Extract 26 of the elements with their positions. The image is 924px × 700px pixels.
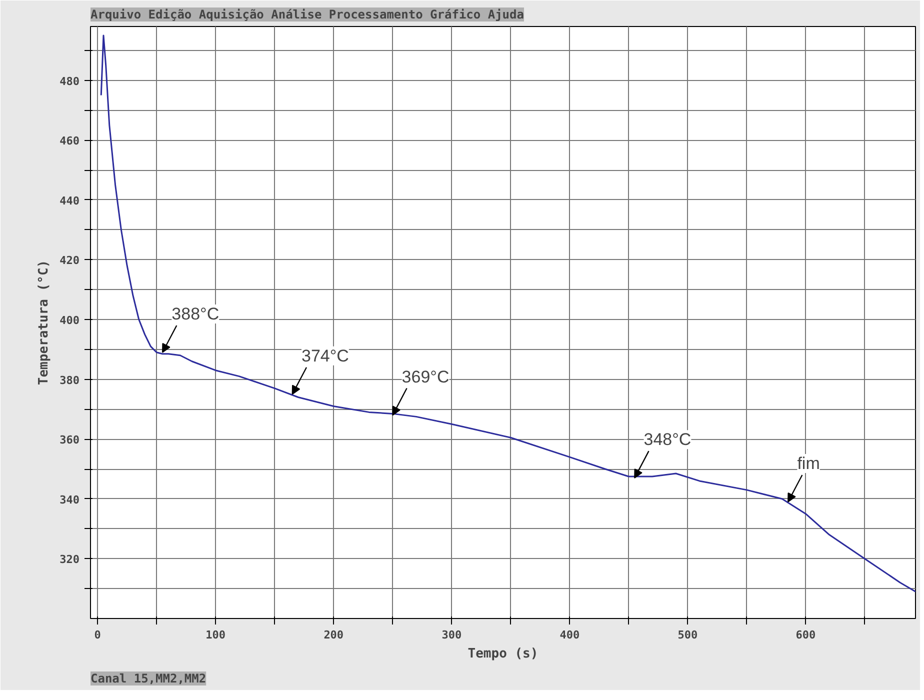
x-axis-title: Tempo (s) bbox=[468, 646, 538, 662]
y-axis-title: Temperatura (°C) bbox=[36, 260, 52, 386]
text: Arquivo Edição Aquisição Análise Processamento Gráfico Ajuda bbox=[90, 8, 524, 22]
x-tick-label: 300 bbox=[442, 628, 462, 642]
y-tick-label: 320 bbox=[60, 553, 80, 566]
annotation: 374°C bbox=[301, 346, 349, 366]
y-tick-label: 340 bbox=[60, 493, 80, 506]
text: Canal 15,MM2,MM2 bbox=[90, 672, 206, 686]
x-tick-label: 500 bbox=[678, 628, 698, 642]
line-series bbox=[100, 34, 916, 592]
x-tick-label: 600 bbox=[796, 628, 816, 642]
x-tick-label: 0 bbox=[94, 628, 101, 642]
y-tick-label: 420 bbox=[60, 254, 80, 268]
y-tick-label: 440 bbox=[60, 194, 80, 208]
y-tick-label: 380 bbox=[60, 374, 80, 387]
x-tick-label: 100 bbox=[206, 628, 226, 642]
y-tick-label: 460 bbox=[60, 134, 80, 148]
x-tick-label: 200 bbox=[324, 628, 344, 642]
y-tick-label: 480 bbox=[60, 74, 80, 88]
annotation: 348°C bbox=[644, 430, 692, 450]
annotation: 388°C bbox=[172, 304, 220, 324]
y-tick-label: 400 bbox=[60, 314, 80, 328]
y-tick-label: 360 bbox=[60, 434, 80, 447]
annotation: fim bbox=[797, 454, 820, 473]
x-tick-label: 400 bbox=[560, 628, 580, 642]
annotation: 369°C bbox=[402, 367, 450, 386]
